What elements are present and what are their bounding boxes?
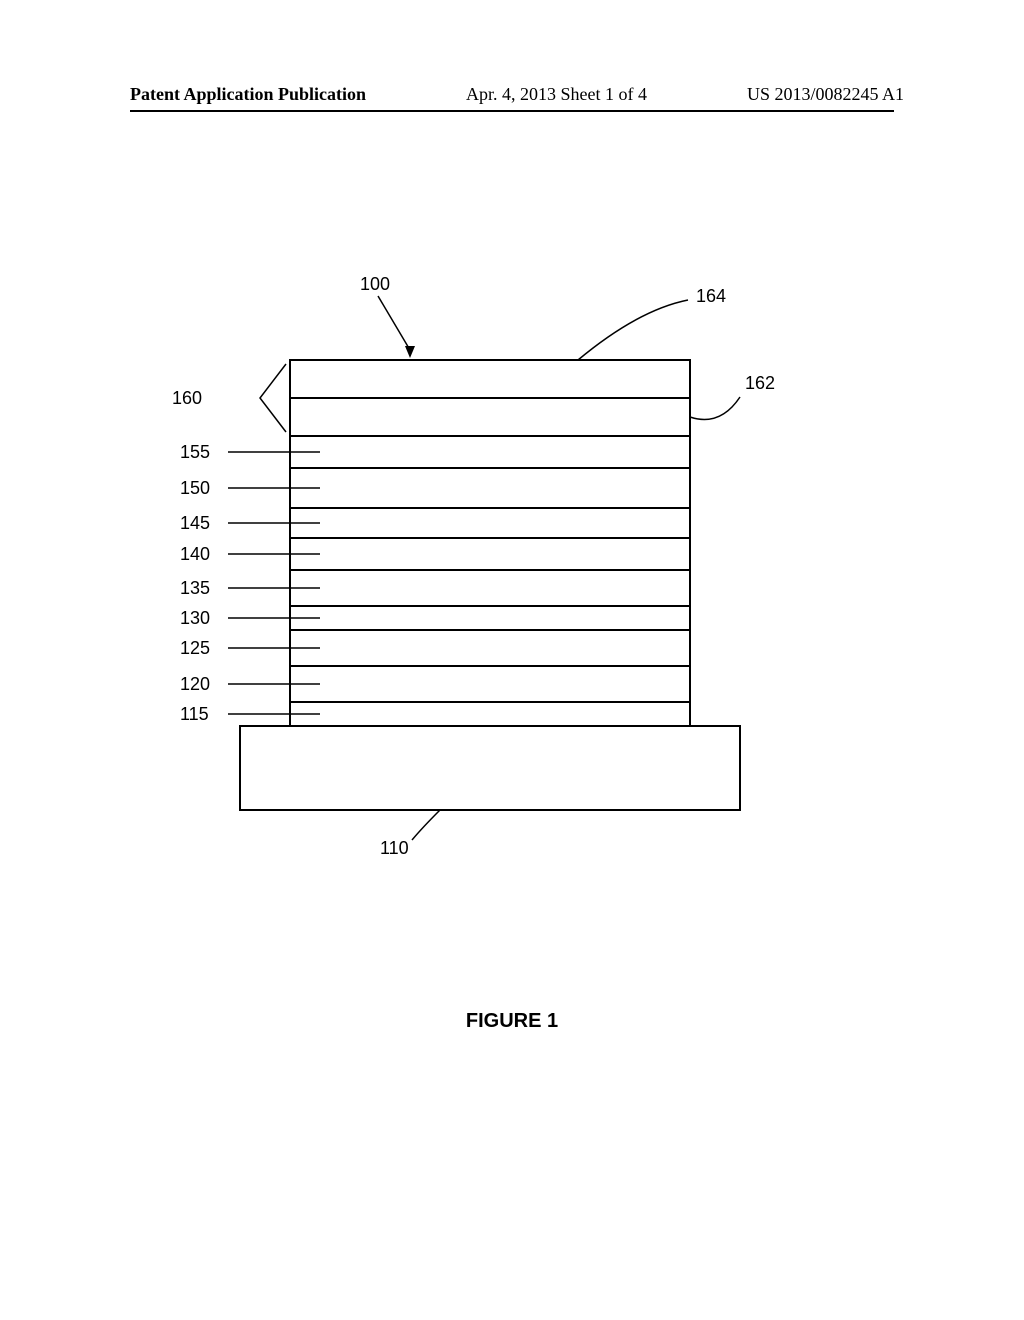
ref-155: 155 — [180, 442, 210, 462]
layer-115 — [290, 702, 690, 726]
figure-1-diagram: 164 162 155 150 145 140 135 130 125 120 115 160 10… — [120, 270, 880, 950]
layer-stack — [290, 360, 690, 726]
ref-160: 160 — [172, 388, 202, 408]
layer-140 — [290, 538, 690, 570]
figure-area: 164 162 155 150 145 140 135 130 125 120 115 160 10… — [0, 0, 1024, 1320]
layer-162 — [290, 398, 690, 436]
layer-130 — [290, 606, 690, 630]
layer-125 — [290, 630, 690, 666]
layer-110 — [240, 726, 740, 810]
figure-caption: FIGURE 1 — [0, 1010, 1024, 1033]
ref-110: 110 — [380, 838, 409, 858]
ref-140: 140 — [180, 544, 210, 564]
ref-115: 115 — [180, 704, 209, 724]
ref-120: 120 — [180, 674, 210, 694]
layer-120 — [290, 666, 690, 702]
ref-162: 162 — [745, 373, 775, 393]
layer-135 — [290, 570, 690, 606]
assembly-100: 100 — [360, 274, 415, 358]
layer-145 — [290, 508, 690, 538]
layer-155 — [290, 436, 690, 468]
layer-150 — [290, 468, 690, 508]
layer-164 — [290, 360, 690, 398]
ref-135: 135 — [180, 578, 210, 598]
ref-164: 164 — [696, 286, 726, 306]
ref-150: 150 — [180, 478, 210, 498]
ref-145: 145 — [180, 513, 210, 533]
ref-130: 130 — [180, 608, 210, 628]
ref-125: 125 — [180, 638, 210, 658]
bracket-160: 160 — [172, 364, 286, 432]
leader-110: 110 — [380, 810, 440, 858]
ref-100: 100 — [360, 274, 390, 294]
